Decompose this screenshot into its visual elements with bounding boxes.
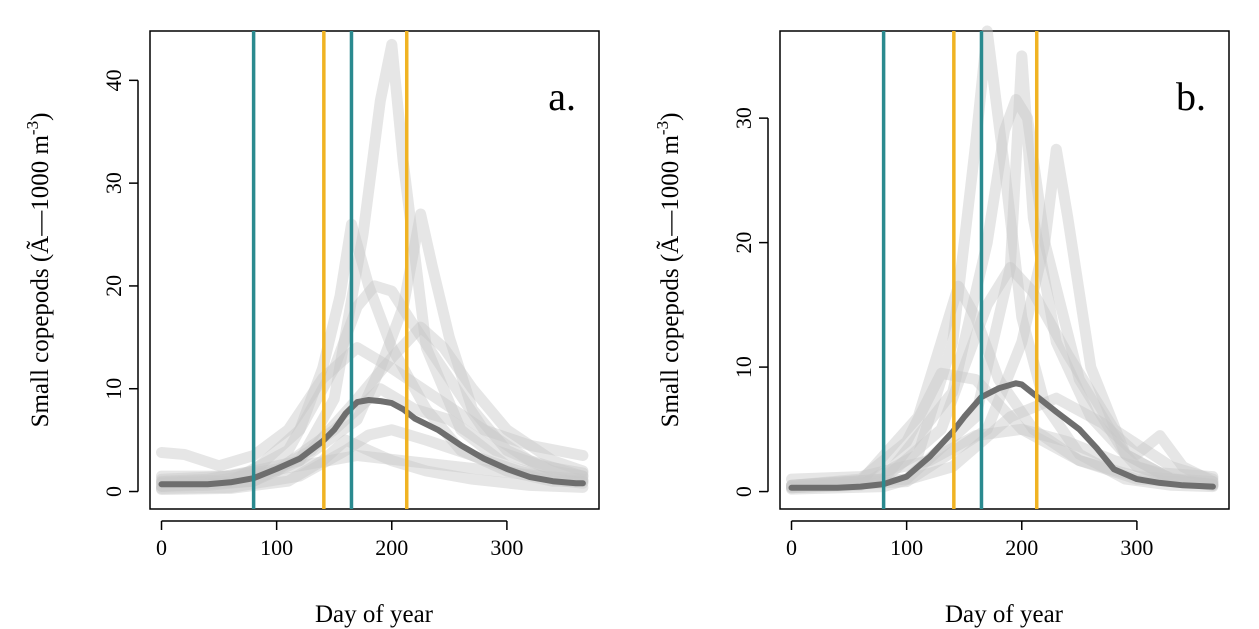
panel-a-year-line-1	[156, 38, 589, 492]
panel-a-y-tick-label: 40	[101, 69, 126, 91]
panel-a-year-line-6	[156, 342, 589, 472]
panel-b-y-axis-title-close: )	[657, 113, 684, 121]
panel-a-x-tick-label: 100	[260, 535, 293, 560]
panel-b-year-line-8	[786, 392, 1219, 495]
panel-b-y-tick-label: 30	[731, 107, 756, 129]
panel-a-y-axis-title-main: Small copepods (Ã—1000 m	[26, 135, 54, 428]
panel-b-reference-lines	[881, 31, 1039, 509]
panel-b-mean-series	[788, 380, 1216, 491]
panel-a-year-line-9	[156, 383, 589, 488]
panel-b-x-tick-label: 200	[1005, 535, 1038, 560]
panel-a-x-tick-label: 200	[375, 535, 408, 560]
panel-a-year-line-4	[156, 280, 589, 489]
panel-b-year-line-2	[786, 94, 1219, 491]
panel-b-y-axis-title: Small copepods (Ã—1000 m-3)	[653, 113, 684, 428]
panel-b-year-line-5	[786, 280, 1219, 493]
panel-a-y-tick-label: 10	[101, 378, 126, 400]
panel-a-plot-frame	[149, 30, 600, 510]
panel-a-year-line-7	[156, 424, 589, 494]
panel-a-axes: 0 100 200 300 0 10 20 30 40	[101, 69, 523, 560]
panel-a-year-line-10	[156, 434, 589, 495]
panel-a-y-axis-title: Small copepods (Ã—1000 m-3)	[23, 113, 54, 428]
panel-a: 0 100 200 300 0 10 20 30 40 a. Day of year Small…	[23, 30, 600, 628]
panel-b-x-tick-label: 100	[890, 535, 923, 560]
panel-a-label: a.	[548, 74, 576, 119]
panel-b-y-axis-title-main: Small copepods (Ã—1000 m	[656, 135, 684, 428]
panel-a-x-axis-title: Day of year	[315, 601, 434, 628]
panel-a-y-axis-title-close: )	[27, 113, 54, 121]
panel-b-plot-frame	[779, 30, 1230, 510]
panel-b-x-tick-label: 300	[1120, 535, 1153, 560]
panel-b-x-axis-title: Day of year	[945, 601, 1064, 628]
panel-b: 0 100 200 300 0 10 20 30 b. Day of year Small c…	[653, 25, 1230, 628]
panel-a-x-tick-label: 300	[490, 535, 523, 560]
panel-b-y-tick-label: 20	[731, 232, 756, 254]
panel-b-x-tick-label: 0	[786, 535, 797, 560]
panel-a-y-tick-label: 0	[101, 486, 126, 497]
panel-b-year-line-6	[786, 262, 1219, 491]
panel-b-label: b.	[1176, 74, 1206, 119]
panel-b-year-line-1	[786, 25, 1219, 494]
panel-b-y-tick-label: 10	[731, 356, 756, 378]
panel-a-y-tick-label: 30	[101, 172, 126, 194]
panel-b-y-tick-label: 0	[731, 486, 756, 497]
panel-a-year-series	[156, 38, 589, 495]
panel-a-mean-line	[158, 397, 586, 488]
panel-b-year-line-4	[786, 143, 1219, 494]
panel-b-y-axis-title-superscript: -3	[653, 121, 672, 135]
panel-a-mean-series	[158, 397, 586, 488]
panel-a-x-tick-label: 0	[156, 535, 167, 560]
panel-b-mean-line	[788, 380, 1216, 491]
panel-a-y-axis-title-superscript: -3	[23, 121, 42, 135]
panel-b-axes: 0 100 200 300 0 10 20 30	[731, 107, 1153, 560]
panel-a-reference-lines	[251, 31, 409, 509]
panel-b-year-series	[786, 25, 1219, 495]
panel-a-y-tick-label: 20	[101, 275, 126, 297]
